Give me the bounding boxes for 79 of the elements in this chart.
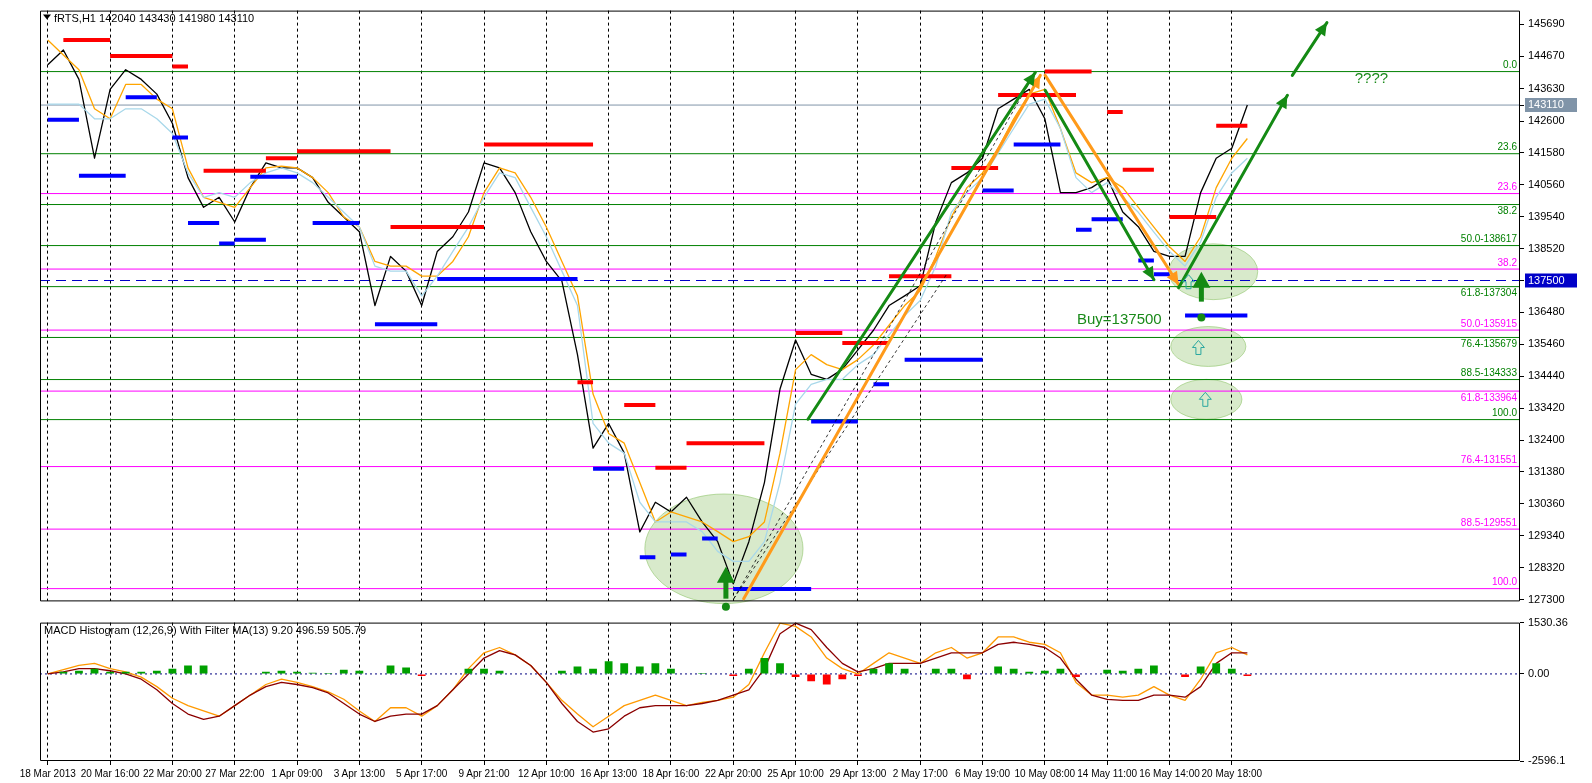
annotation: 76.4-135679 [1460, 338, 1518, 350]
x-tick-label: 22 Apr 20:00 [704, 767, 763, 779]
bar [620, 663, 629, 674]
y-tick-label: 140560 [1528, 177, 1565, 190]
x-tick-label: 16 Apr 13:00 [580, 767, 638, 779]
y-tick-label: 139540 [1528, 209, 1565, 222]
y-tick-label: 134440 [1528, 369, 1565, 382]
x-tick-label: 2 May 17:00 [892, 767, 949, 779]
bar [838, 674, 847, 680]
x-tick-label: 5 Apr 17:00 [396, 767, 448, 779]
annotation: ???? [1354, 68, 1389, 86]
bar [1212, 663, 1221, 674]
y-tick-label: 135460 [1528, 337, 1565, 350]
bar [1181, 674, 1189, 678]
x-tick-label: 16 May 14:00 [1139, 767, 1201, 779]
x-tick-label: 12 Apr 10:00 [517, 767, 576, 779]
annotation: 100.0 [1491, 407, 1518, 419]
y-tick-label: 141580 [1528, 145, 1565, 158]
x-tick-label: 10 May 08:00 [1014, 767, 1076, 779]
y-tick-label: -2596.1 [1528, 754, 1566, 767]
annotation: 23.6 [1497, 181, 1518, 193]
x-tick-label: 29 Apr 13:00 [829, 767, 887, 779]
bar [604, 661, 613, 674]
annotation: 38.2 [1497, 205, 1518, 217]
bar [963, 674, 971, 680]
x-tick-label: 22 Mar 20:00 [142, 767, 203, 779]
y-tick-label: 132400 [1528, 433, 1565, 446]
y-tick-label: 143630 [1528, 81, 1565, 94]
y-tick-label: 145690 [1528, 17, 1565, 30]
y-tick-label: 131380 [1528, 464, 1565, 477]
chart-title: fRTS,H1 142040 143430 141980 143110 [54, 11, 255, 24]
y-tick-label: 130360 [1528, 496, 1565, 509]
y-tick-label: 1530.36 [1528, 615, 1568, 628]
annotation: 88.5-134333 [1460, 367, 1518, 379]
bar [885, 663, 893, 674]
bar [776, 663, 784, 674]
x-tick-label: 3 Apr 13:00 [333, 767, 386, 779]
bar [386, 665, 395, 674]
annotation: 50.0-138617 [1460, 233, 1518, 245]
annotation: 76.4-131551 [1460, 454, 1518, 466]
annotation: 100.0 [1491, 576, 1518, 588]
x-tick-label: 1 Apr 09:00 [271, 767, 324, 779]
y-tick-label: 129340 [1528, 528, 1565, 541]
y-tick-label: 143110 [1528, 98, 1564, 111]
x-tick-label: 20 May 18:00 [1201, 767, 1263, 779]
annotation: 50.0-135915 [1460, 317, 1518, 329]
annotation: 61.8-137304 [1460, 287, 1518, 299]
y-tick-label: 128320 [1528, 560, 1565, 573]
bar [1150, 665, 1158, 674]
bar [1072, 674, 1080, 678]
bar [199, 665, 208, 674]
x-tick-label: 27 Mar 22:00 [205, 767, 265, 779]
y-tick-label: 136480 [1528, 305, 1565, 318]
x-tick-label: 6 May 19:00 [955, 767, 1011, 779]
x-tick-label: 18 Mar 2013 [19, 767, 77, 779]
annotation: Buy=137500 [1077, 309, 1162, 327]
x-tick-label: 25 Apr 10:00 [767, 767, 825, 779]
annotation: 23.6 [1497, 141, 1518, 153]
x-tick-label: 9 Apr 21:00 [458, 767, 511, 779]
bar [651, 663, 660, 674]
y-tick-label: 0.00 [1528, 666, 1550, 679]
y-tick-label: 137500 [1528, 273, 1565, 286]
chart-title: MACD Histogram (12,26,9) With Filter MA(13) 9.20 496.59 505.79 [44, 623, 367, 636]
y-tick-label: 142600 [1528, 114, 1565, 127]
y-tick-label: 133420 [1528, 401, 1565, 414]
annotation: 38.2 [1497, 256, 1518, 268]
annotation: 88.5-129551 [1460, 516, 1518, 528]
y-tick-label: 144670 [1528, 49, 1565, 62]
annotation: 61.8-133964 [1460, 391, 1518, 403]
x-tick-label: 20 Mar 16:00 [80, 767, 140, 779]
bar [791, 674, 800, 678]
x-tick-label: 18 Apr 16:00 [642, 767, 700, 779]
y-tick-label: 138520 [1528, 241, 1565, 254]
y-tick-label: 127300 [1528, 592, 1565, 605]
bar [822, 674, 831, 685]
annotation: 0.0 [1503, 59, 1518, 71]
bar [184, 665, 192, 674]
bar [807, 674, 816, 682]
x-tick-label: 14 May 11:00 [1077, 767, 1138, 779]
